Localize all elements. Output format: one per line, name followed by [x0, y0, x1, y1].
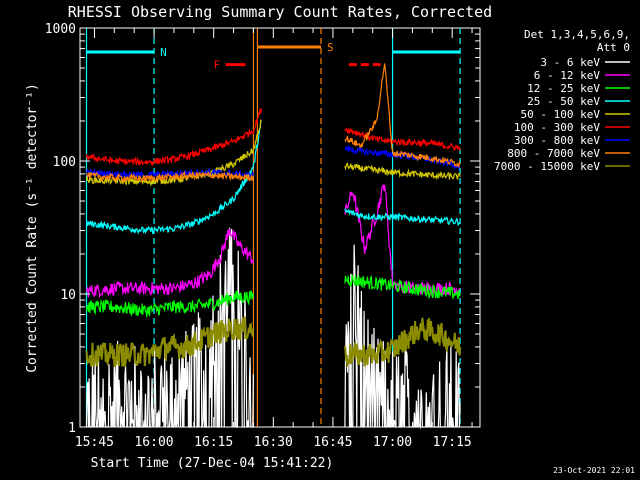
legend-label: 6 - 12 keV: [534, 69, 601, 82]
chart-title: RHESSI Observing Summary Count Rates, Co…: [68, 3, 492, 21]
series-line-6-12-keV: [85, 228, 254, 299]
plot-area: N F S: [79, 27, 481, 430]
annotation-label-F: F: [214, 59, 221, 72]
legend-title-line-1: Det 1,3,4,5,6,9,: [524, 28, 630, 41]
series-line-800-7000-keV: [85, 170, 254, 184]
legend-label: 50 - 100 keV: [521, 108, 601, 121]
y-tick-label: 10: [60, 288, 76, 303]
x-axis-label: Start Time (27-Dec-04 15:41:22): [91, 456, 334, 471]
series-line-12-25-keV: [85, 290, 254, 318]
legend-label: 3 - 6 keV: [540, 56, 600, 69]
series-line-800-7000-keV: [344, 63, 461, 169]
y-axis-label: Corrected Count Rate (s⁻¹ detector⁻¹): [25, 83, 40, 373]
legend-label: 12 - 25 keV: [527, 82, 600, 95]
y-tick-label: 1000: [45, 22, 76, 37]
x-tick-label: 16:45: [313, 435, 352, 450]
series-line-7000-15000-keV: [343, 317, 462, 369]
annotation-label-N: N: [160, 46, 167, 59]
series-line-12-25-keV: [344, 273, 461, 300]
x-tick-label: 16:30: [254, 435, 293, 450]
series-line-25-50-keV: [344, 208, 461, 226]
legend-label: 25 - 50 keV: [527, 95, 600, 108]
x-tick-label: 15:45: [75, 435, 114, 450]
legend-label: 300 - 800 keV: [514, 134, 600, 147]
legend-label: 100 - 300 keV: [514, 121, 600, 134]
y-axis: 1 10 100 1000: [45, 22, 480, 436]
series-line-3-6-keV: [344, 244, 461, 430]
x-tick-label: 16:00: [134, 435, 173, 450]
y-tick-label: 1: [68, 421, 76, 436]
annotation-label-S: S: [327, 41, 334, 54]
x-tick-label: 16:15: [194, 435, 233, 450]
footer-timestamp: 23-Oct-2021 22:01: [553, 466, 635, 475]
series-layer: [85, 63, 462, 430]
series-line-100-300-keV: [85, 108, 262, 167]
series-line-6-12-keV: [344, 184, 461, 296]
y-tick-label: 100: [53, 155, 76, 170]
x-tick-label: 17:15: [433, 435, 472, 450]
x-tick-label: 17:00: [373, 435, 412, 450]
series-line-300-800-keV: [344, 145, 461, 171]
legend-title-line-2: Att 0: [597, 41, 630, 54]
plot-frame: [79, 27, 481, 428]
series-line-50-100-keV: [344, 162, 461, 181]
series-line-100-300-keV: [344, 126, 461, 151]
legend-label: 800 - 7000 keV: [507, 147, 600, 160]
series-line-25-50-keV: [85, 120, 262, 235]
x-axis: 15:45 16:00 16:15 16:30 16:45 17:00 17:15: [75, 28, 473, 450]
annotation-bars: N F S: [86, 41, 461, 72]
series-line-7000-15000-keV: [85, 316, 255, 368]
legend-label: 7000 - 15000 keV: [494, 160, 600, 173]
